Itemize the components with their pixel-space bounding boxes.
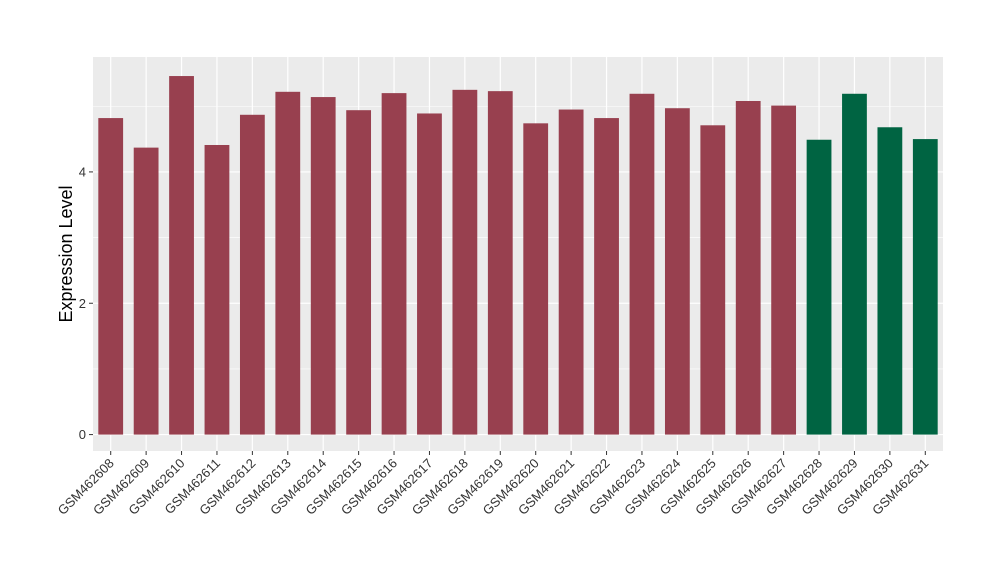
y-tick-label: 4: [79, 164, 86, 179]
bar-GSM462610: [169, 76, 194, 435]
bar-GSM462614: [310, 97, 336, 435]
bar-GSM462611: [204, 144, 230, 435]
bar-GSM462628: [806, 139, 832, 435]
minor-gridlines: [93, 105, 943, 370]
bar-GSM462621: [558, 109, 584, 435]
bar-GSM462619: [487, 91, 513, 435]
bar-GSM462623: [629, 93, 655, 435]
y-tick-label: 2: [79, 296, 86, 311]
bar-GSM462616: [381, 93, 407, 435]
bar-GSM462629: [842, 93, 867, 435]
bar-GSM462625: [700, 125, 726, 435]
bar-GSM462609: [133, 147, 159, 435]
bar-GSM462626: [735, 100, 761, 435]
bar-GSM462630: [877, 127, 903, 435]
bar-GSM462624: [664, 108, 690, 435]
bar-GSM462612: [239, 114, 265, 435]
bar-GSM462617: [417, 113, 442, 435]
y-axis-ticks: 0 2 4: [79, 164, 93, 442]
x-axis-ticks: GSM462608GSM462609GSM462610GSM462611GSM4…: [55, 451, 931, 518]
y-axis-title: Expression Level: [56, 185, 76, 322]
plot-panel: [93, 57, 943, 451]
bars: [98, 76, 938, 435]
bar-GSM462615: [346, 110, 372, 435]
bar-GSM462620: [523, 123, 549, 435]
bar-GSM462608: [98, 118, 124, 435]
bar-GSM462618: [452, 89, 478, 435]
bar-GSM462631: [912, 139, 938, 435]
y-tick-label: 0: [79, 427, 86, 442]
bar-GSM462627: [771, 105, 797, 435]
bar-GSM462613: [275, 91, 301, 435]
bar-GSM462622: [594, 118, 619, 435]
